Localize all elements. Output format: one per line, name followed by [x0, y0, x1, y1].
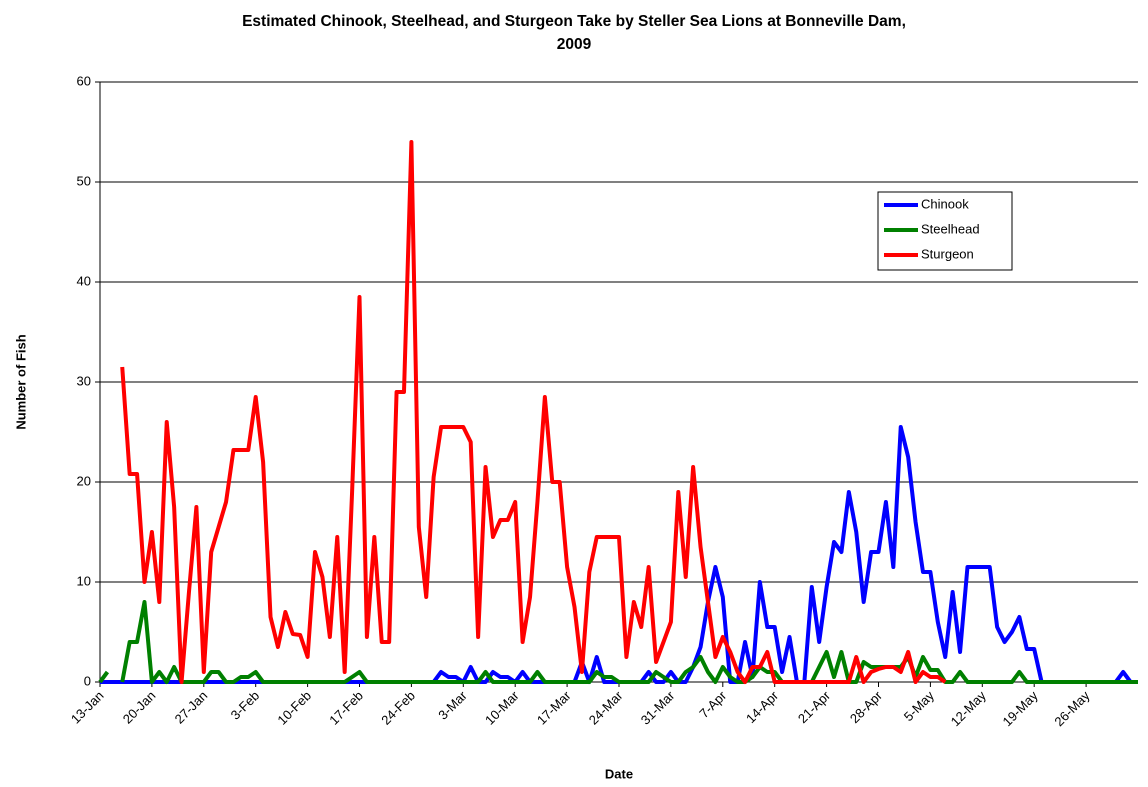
y-axis-title: Number of Fish	[13, 334, 28, 429]
x-tick-label: 13-Jan	[68, 688, 107, 727]
x-tick-label: 19-May	[999, 688, 1041, 730]
x-tick-label: 10-Feb	[274, 688, 314, 728]
x-axis-title: Date	[605, 766, 633, 781]
y-tick-label: 60	[77, 73, 91, 88]
x-tick-label: 24-Feb	[378, 688, 418, 728]
y-tick-label: 10	[77, 573, 91, 588]
x-tick-label: 10-Mar	[482, 687, 522, 727]
x-tick-label: 31-Mar	[638, 687, 678, 727]
y-tick-label: 0	[84, 673, 91, 688]
series-line	[120, 140, 947, 684]
x-tick-label: 14-Apr	[743, 687, 782, 726]
series-line	[98, 600, 1138, 684]
x-tick-label: 5-May	[901, 688, 937, 724]
y-tick-label: 40	[77, 273, 91, 288]
x-tick-label: 7-Apr	[696, 687, 730, 721]
x-tick-label: 28-Apr	[847, 687, 886, 726]
legend-label: Chinook	[921, 196, 969, 211]
y-tick-label: 20	[77, 473, 91, 488]
x-tick-label: 17-Feb	[326, 688, 366, 728]
legend-label: Sturgeon	[921, 246, 974, 261]
x-tick-label: 3-Feb	[228, 688, 263, 723]
x-tick-label: 26-May	[1051, 688, 1093, 730]
x-tick-label: 17-Mar	[534, 687, 574, 727]
legend: Chinook Steelhead Sturgeon	[877, 191, 1013, 271]
y-tick-label: 30	[77, 373, 91, 388]
x-tick-label: 21-Apr	[795, 687, 834, 726]
x-tick-label: 12-May	[948, 688, 990, 730]
x-tick-label: 3-Mar	[435, 687, 470, 722]
x-tick-label: 20-Jan	[120, 688, 159, 727]
legend-label: Steelhead	[921, 221, 980, 236]
y-tick-label: 50	[77, 173, 91, 188]
x-tick-label: 27-Jan	[172, 688, 211, 727]
x-tick-label: 24-Mar	[586, 687, 626, 727]
chart-title: Estimated Chinook, Steelhead, and Sturge…	[242, 13, 906, 53]
